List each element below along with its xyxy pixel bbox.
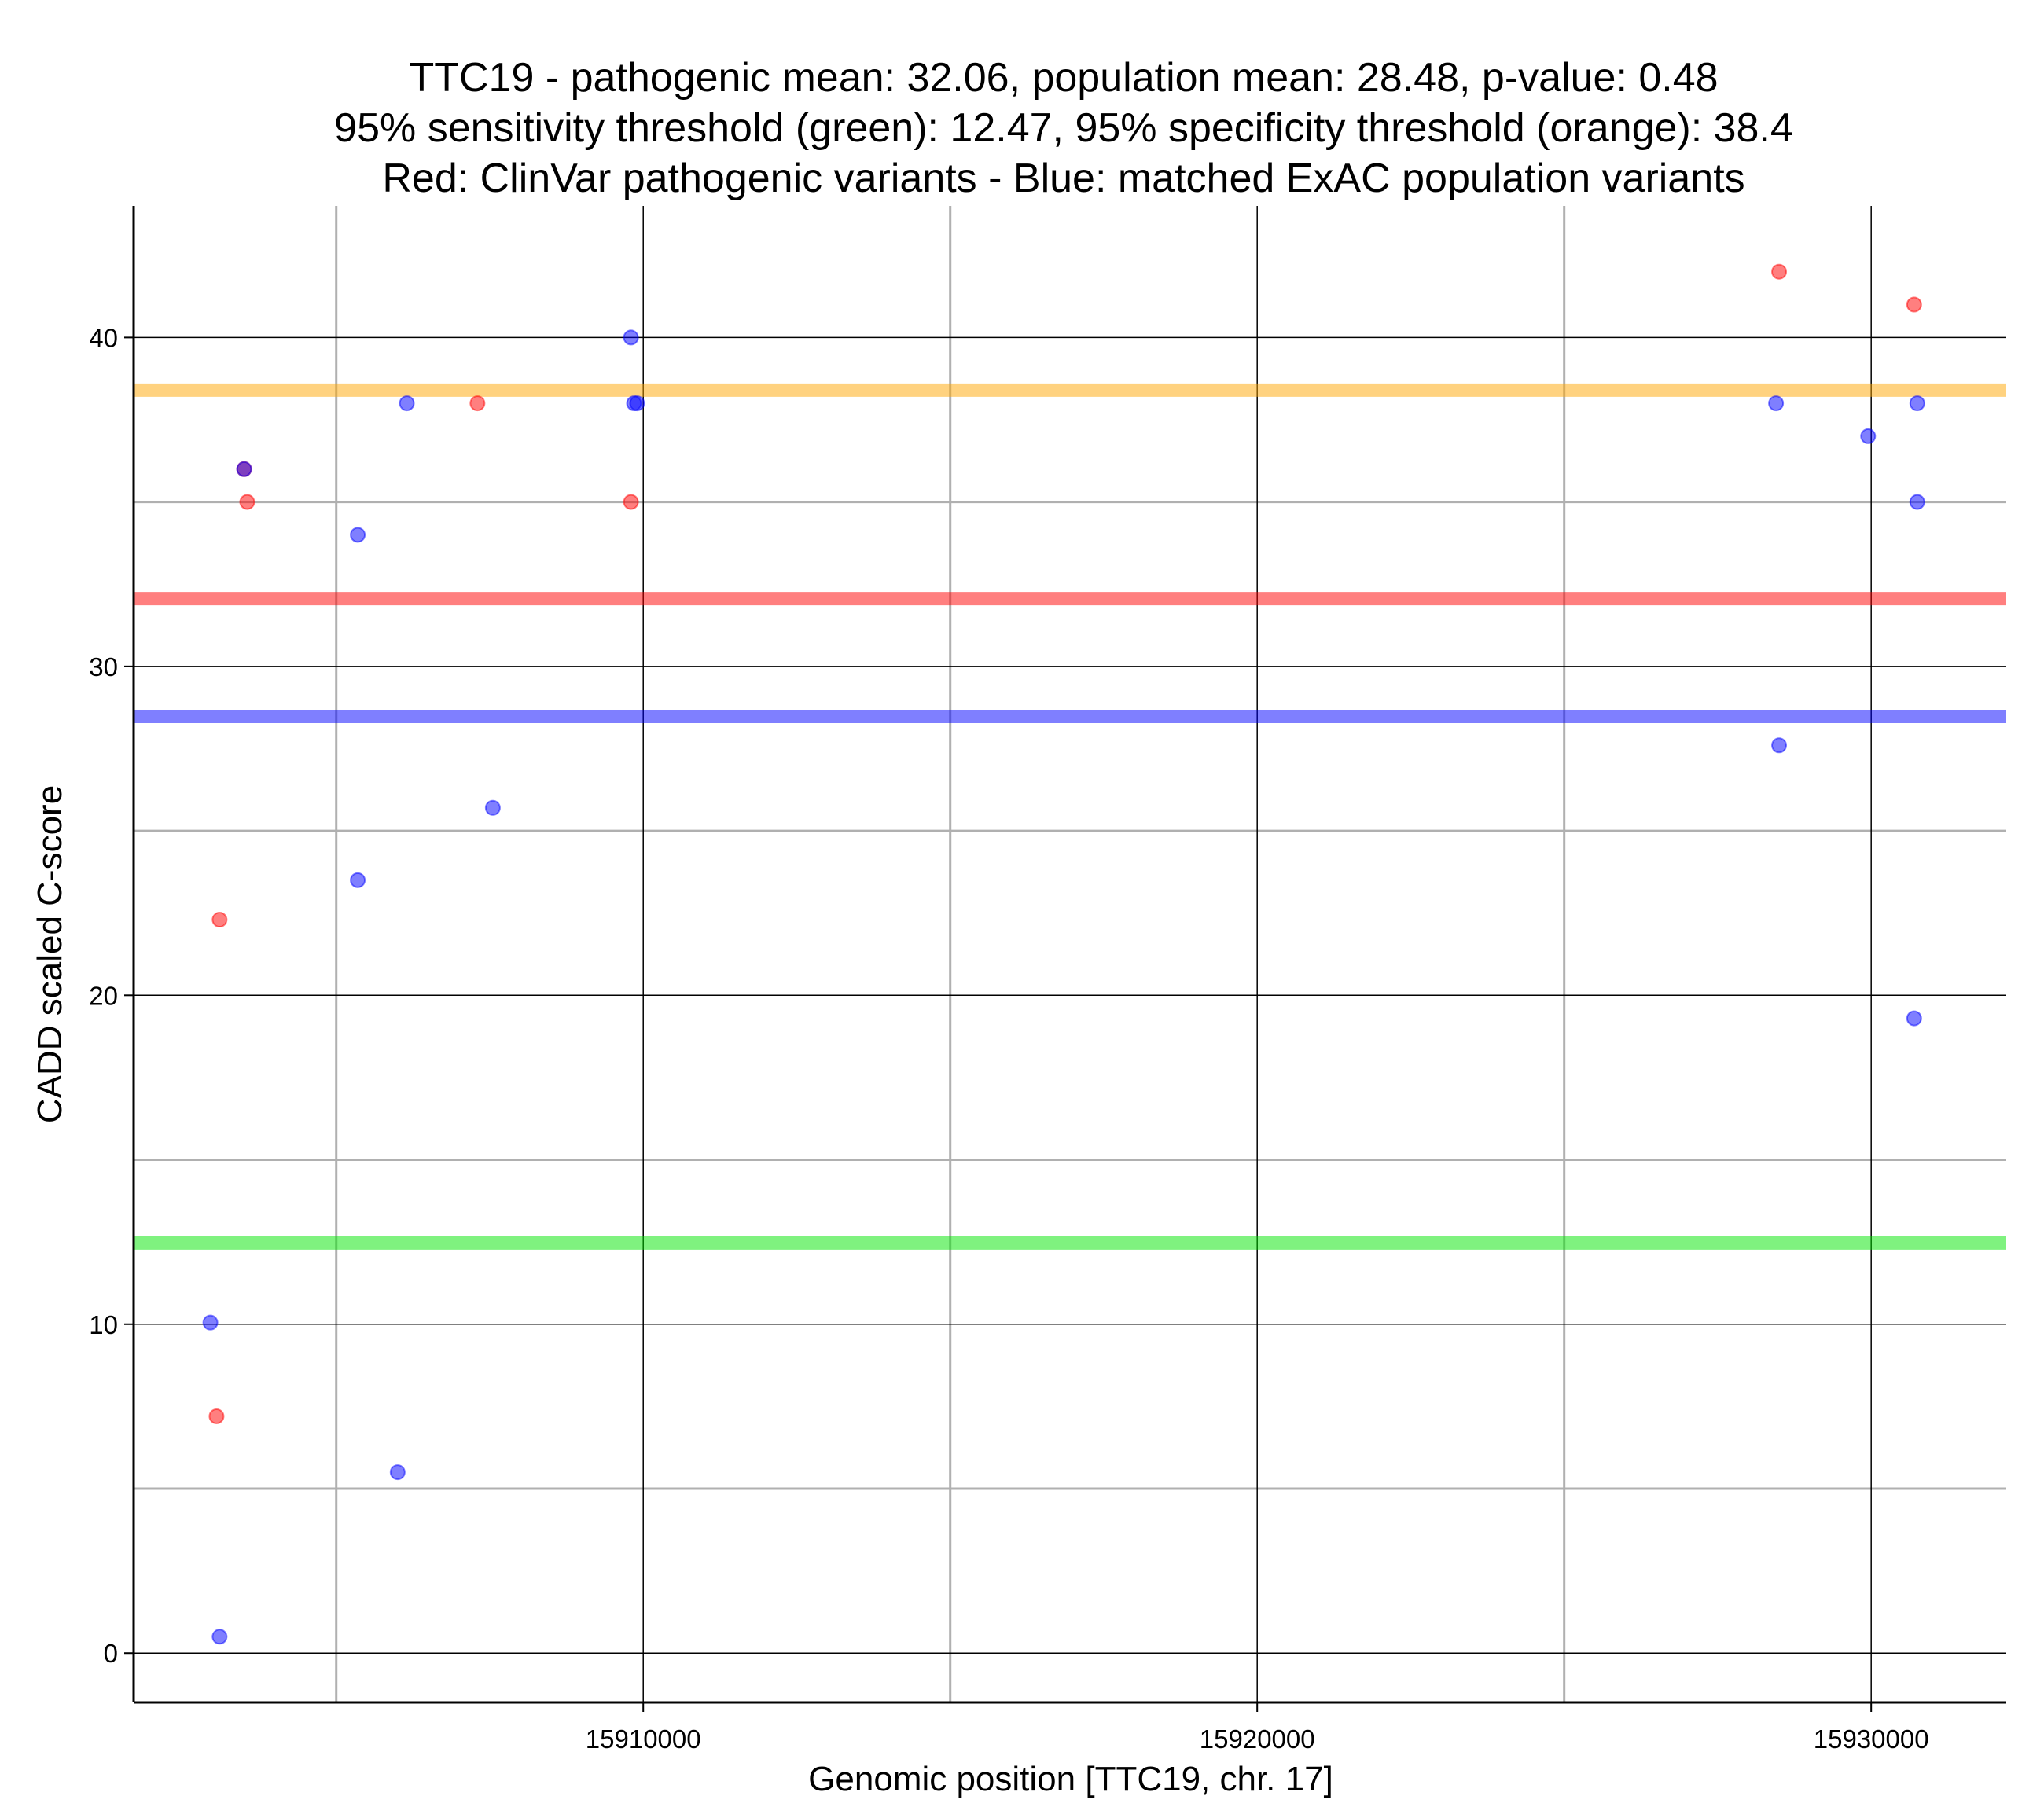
pathogenic-variant-point [208, 1408, 225, 1424]
population-variant-point [350, 527, 366, 543]
title-line-2: 95% sensitivity threshold (green): 12.47… [334, 105, 1793, 151]
population-variant-point [1909, 395, 1925, 412]
chart-title: TTC19 - pathogenic mean: 32.06, populati… [334, 55, 1793, 201]
population-variant-point [1909, 494, 1925, 510]
population-variant-point [350, 872, 366, 888]
y-tick-label: 40 [89, 323, 118, 352]
pathogenic-variant-point [1771, 263, 1788, 280]
pathogenic-variant-point [623, 494, 639, 510]
y-tick-label: 0 [104, 1639, 118, 1668]
pathogenic-variant-point [1906, 296, 1922, 313]
axes [132, 206, 2006, 1704]
population-variant-point [1768, 395, 1785, 412]
reference-lines [134, 383, 2006, 1250]
x-axis-title: Genomic position [TTC19, chr. 17] [808, 1760, 1333, 1798]
x-tick-label: 15930000 [1814, 1724, 1929, 1754]
grid-layer [134, 206, 2006, 1702]
title-line-3: Red: ClinVar pathogenic variants - Blue:… [382, 156, 1744, 201]
y-tick-label: 10 [89, 1310, 118, 1339]
population-variant-point [202, 1314, 219, 1331]
pathogenic-variant-point [211, 912, 228, 928]
title-line-1: TTC19 - pathogenic mean: 32.06, populati… [409, 55, 1718, 101]
pathogenic-variant-point [469, 395, 486, 412]
population-variant-point [1906, 1010, 1922, 1027]
y-tick-label: 20 [89, 981, 118, 1010]
population-variant-point [399, 395, 415, 412]
population-variant-point [236, 461, 252, 477]
y-axis-title: CADD scaled C-score [31, 785, 69, 1123]
y-tick-label: 30 [89, 652, 118, 681]
population-variant-point [629, 395, 645, 412]
tick-labels: 15910000 15920000 15930000 0 10 20 30 40 [89, 323, 1928, 1754]
x-tick-label: 15920000 [1200, 1724, 1315, 1754]
population-variant-point [389, 1464, 406, 1481]
pathogenic-variant-point [239, 494, 256, 510]
population-variant-point [623, 329, 639, 346]
data-points [202, 263, 1925, 1645]
x-tick-label: 15910000 [586, 1724, 701, 1754]
population-variant-point [1860, 428, 1877, 444]
population-variant-point [211, 1629, 228, 1645]
population-variant-point [1771, 737, 1788, 754]
population-variant-point [484, 799, 501, 816]
